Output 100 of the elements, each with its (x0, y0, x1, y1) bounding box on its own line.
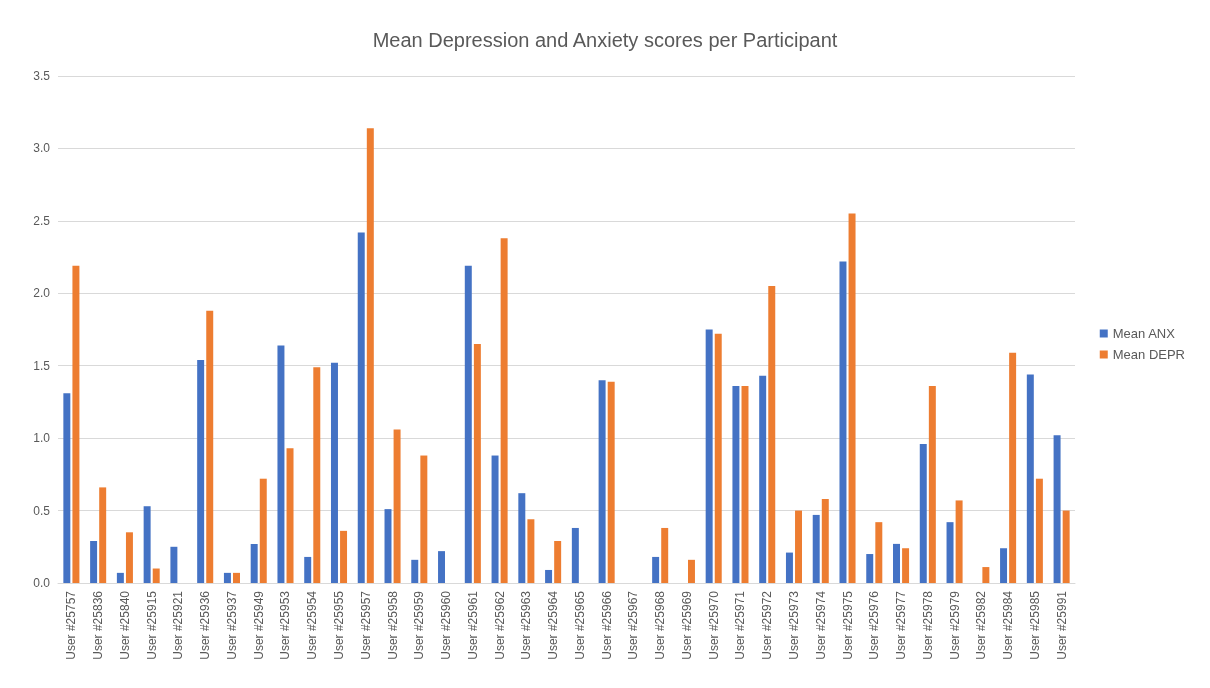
x-tick-label: User #25978 (920, 590, 935, 660)
bar (1000, 548, 1008, 583)
bar (170, 546, 178, 583)
bar (893, 543, 900, 583)
bar (982, 567, 990, 583)
bar (233, 572, 240, 583)
bar (90, 540, 98, 583)
x-tick-label: User #25973 (786, 590, 801, 660)
bar (340, 530, 348, 583)
bar (143, 506, 151, 583)
x-tick-label: User #25958 (385, 590, 400, 660)
bar (250, 543, 258, 583)
legend-label: Mean ANX (1112, 326, 1176, 341)
bar (1062, 510, 1070, 583)
bar (313, 367, 321, 583)
bar (99, 487, 107, 583)
x-tick-label: User #25937 (224, 590, 239, 660)
bar (330, 362, 338, 583)
bar (768, 286, 776, 583)
x-tick-label: User #25757 (64, 590, 79, 660)
bar (839, 261, 847, 583)
x-tick-label: User #25953 (278, 590, 293, 660)
bar (1053, 435, 1061, 583)
bar (848, 213, 856, 583)
y-tick-label: 0.0 (33, 576, 51, 590)
y-tick-label: 2.5 (33, 213, 51, 228)
x-tick-label: User #25949 (251, 590, 266, 660)
y-tick-label: 3.0 (33, 141, 51, 156)
y-tick-label: 1.5 (33, 358, 51, 373)
x-tick-label: User #25957 (358, 590, 373, 660)
x-tick-label: User #25959 (412, 590, 427, 660)
bar (223, 572, 231, 583)
x-tick-label: User #25979 (947, 590, 962, 660)
bar (795, 510, 803, 583)
bar (598, 380, 606, 583)
x-tick-label: User #25915 (144, 590, 159, 660)
bar (1009, 352, 1017, 583)
bar (72, 265, 80, 583)
x-tick-label: User #25976 (867, 590, 882, 660)
x-tick-label: User #25991 (1054, 590, 1069, 660)
x-tick-label: User #25936 (198, 590, 213, 660)
x-tick-label: User #25985 (1027, 590, 1042, 660)
bar (206, 310, 214, 583)
x-tick-label: User #25964 (546, 590, 561, 660)
bar (866, 554, 874, 583)
x-tick-label: User #25955 (332, 590, 347, 660)
legend-label: Mean DEPR (1112, 347, 1185, 362)
x-tick-label: User #25969 (679, 590, 694, 660)
bar (518, 493, 526, 583)
x-tick-label: User #25971 (733, 590, 748, 660)
x-tick-label: User #25982 (974, 590, 989, 660)
bar (277, 345, 285, 583)
bar (1035, 478, 1043, 583)
bar (545, 569, 553, 583)
bar (393, 429, 401, 583)
x-tick-label: User #25962 (492, 590, 507, 660)
bar (500, 238, 508, 583)
bar (902, 548, 910, 583)
bar (152, 568, 160, 583)
bar (714, 333, 722, 583)
x-tick-label: User #25836 (91, 590, 106, 660)
bar (607, 381, 615, 583)
x-tick-label: User #25972 (760, 590, 775, 660)
y-tick-label: 2.0 (33, 286, 51, 301)
bar (464, 265, 472, 583)
x-tick-label: User #25967 (626, 590, 641, 660)
bar (411, 559, 419, 583)
bar (420, 455, 428, 583)
x-tick-label: User #25975 (840, 590, 855, 660)
bar (705, 329, 713, 583)
bar (286, 448, 294, 583)
bar (304, 556, 312, 583)
bar (197, 359, 205, 583)
x-tick-label: User #25954 (305, 590, 320, 660)
bar (946, 522, 954, 583)
x-tick-label: User #25965 (572, 590, 587, 660)
bar (527, 519, 535, 583)
x-tick-label: User #25977 (894, 590, 909, 660)
bar (63, 393, 71, 583)
bar (821, 498, 829, 583)
bar (955, 500, 963, 583)
x-tick-label: User #25961 (465, 590, 480, 660)
bar (554, 540, 562, 583)
x-tick-label: User #25974 (813, 590, 828, 660)
x-tick-label: User #25960 (439, 590, 454, 660)
x-tick-label: User #25984 (1001, 590, 1016, 660)
x-tick-label: User #25966 (599, 590, 614, 660)
bar (785, 552, 793, 583)
bar (759, 375, 767, 583)
bar (732, 385, 740, 583)
bar (1026, 374, 1034, 583)
chart-title: Mean Depression and Anxiety scores per Participant (372, 29, 838, 51)
bar (652, 556, 660, 583)
bar (812, 514, 820, 583)
bar (928, 385, 936, 583)
bar (473, 343, 481, 583)
x-tick-label: User #25840 (117, 590, 132, 660)
bar (687, 559, 695, 583)
bar (571, 527, 579, 583)
bar (919, 443, 927, 583)
